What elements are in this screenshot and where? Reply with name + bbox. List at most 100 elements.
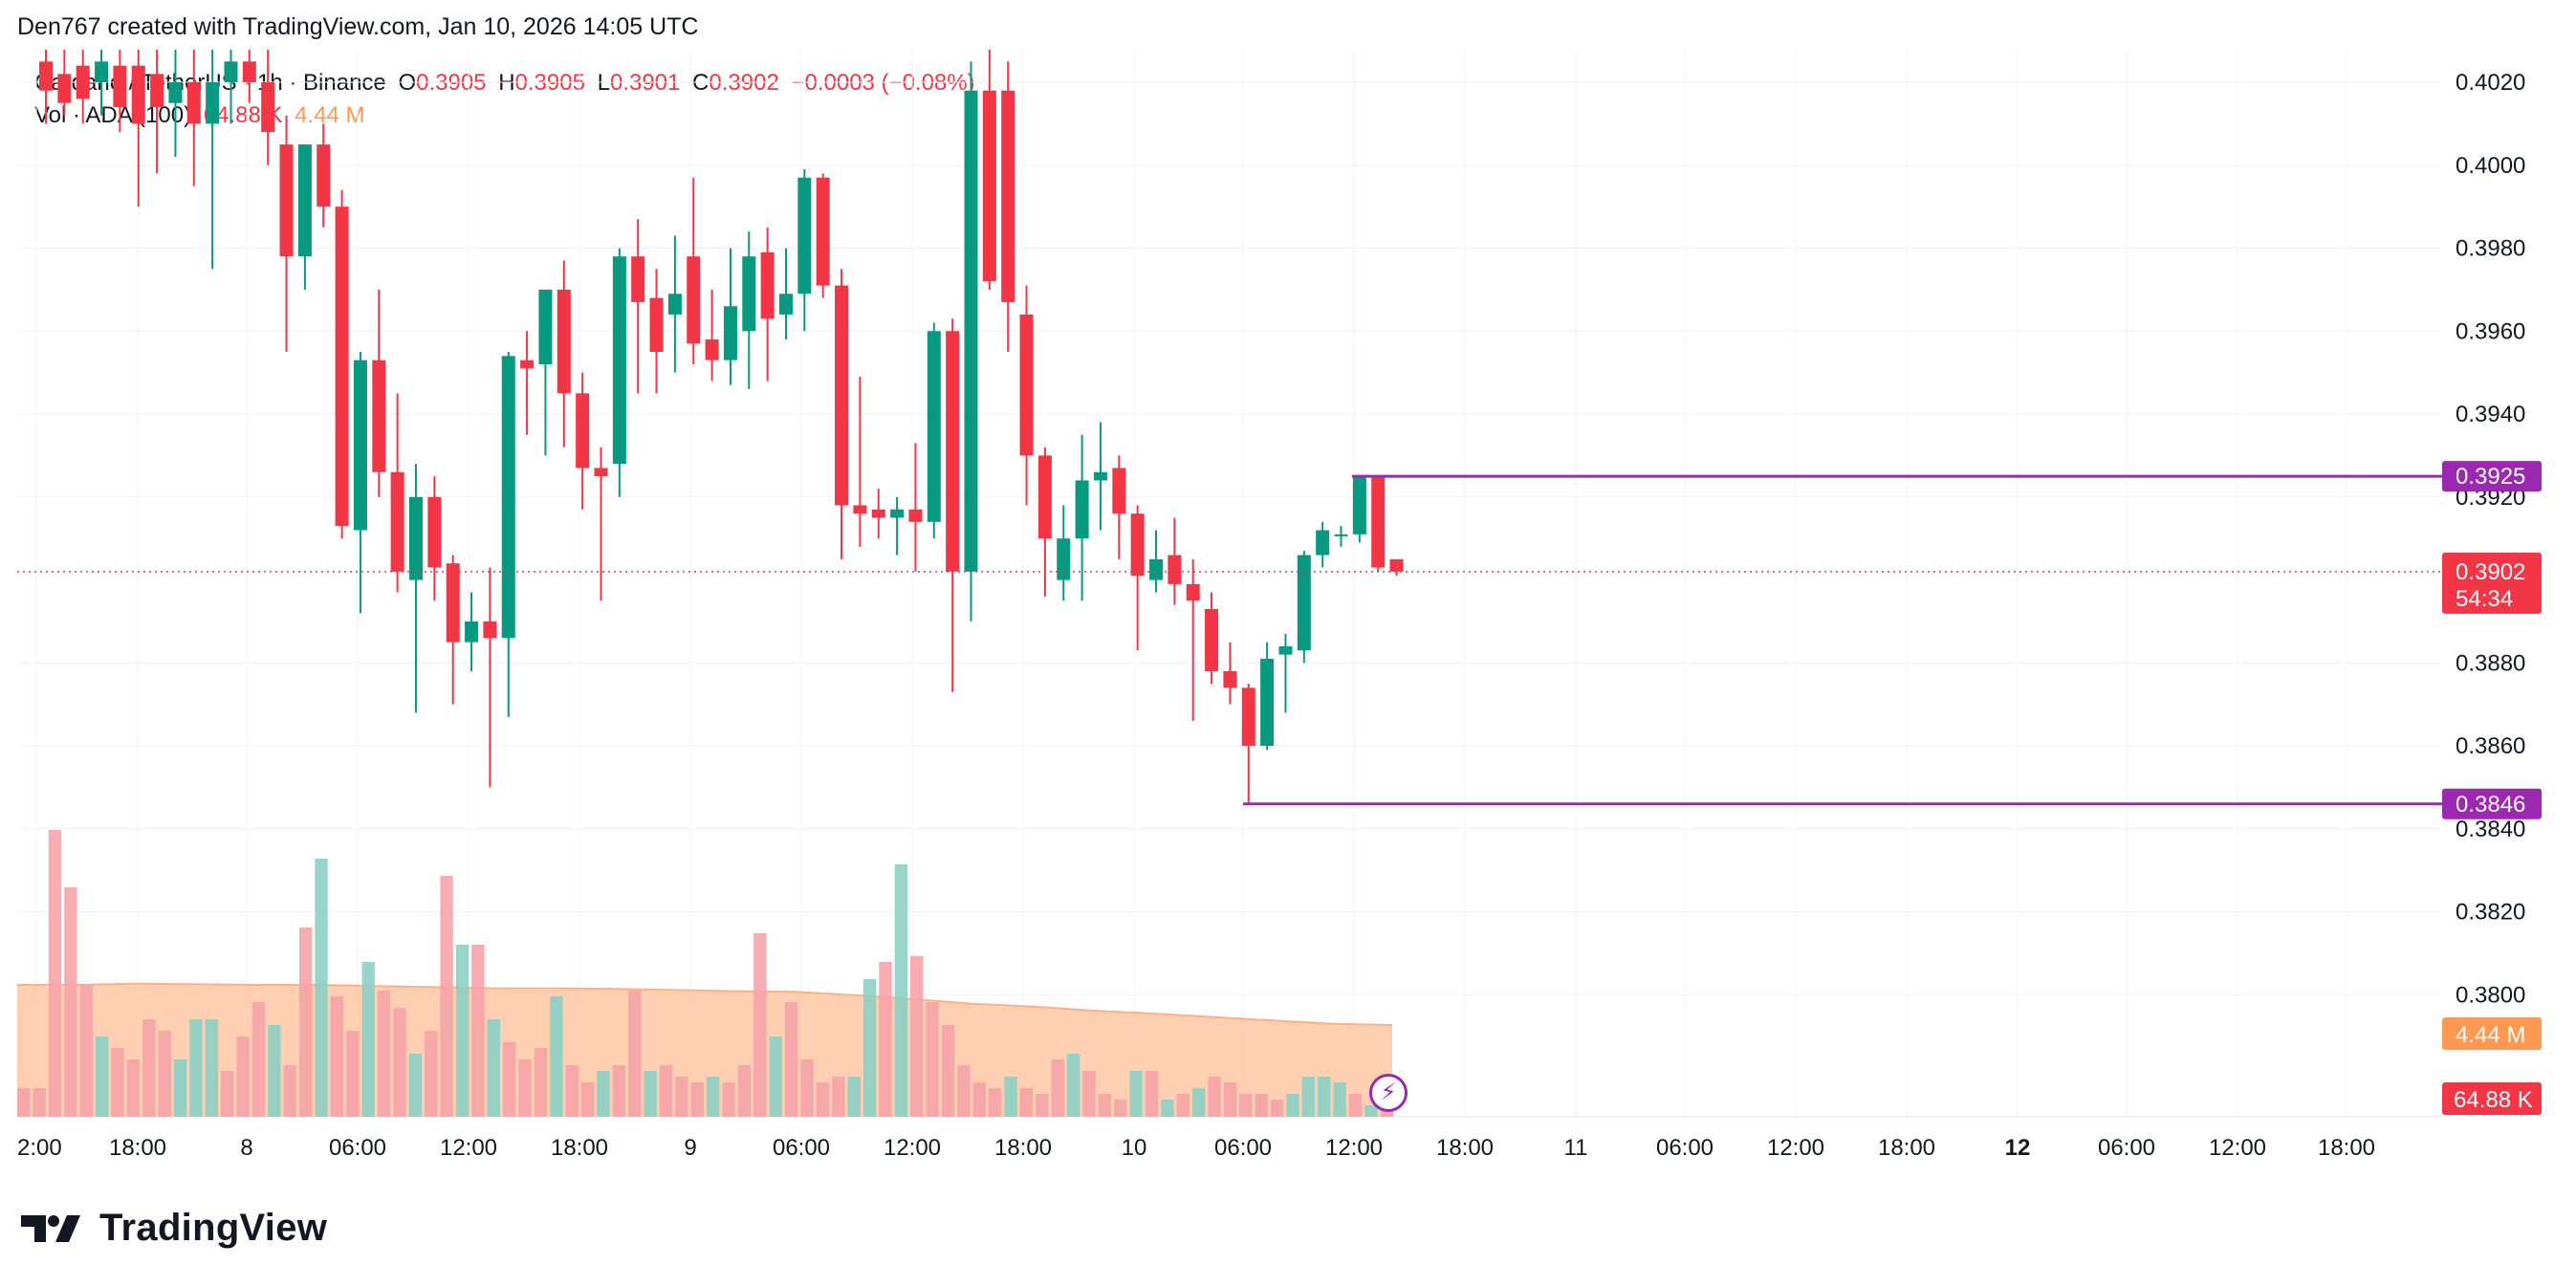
time-tick-label: 06:00 — [1214, 1135, 1272, 1161]
volume-bar — [298, 927, 313, 1117]
volume-ma-badge — [2442, 1017, 2542, 1050]
volume-bar — [565, 1065, 579, 1117]
legend-volume-ma-value: 4.44 M — [295, 102, 365, 128]
price-tick-label: 0.4000 — [2456, 153, 2525, 179]
candle-body — [797, 177, 812, 294]
volume-bar — [1082, 1071, 1096, 1117]
level-layer — [17, 474, 2444, 806]
candle-body — [95, 61, 109, 83]
time-tick-label: 06:00 — [329, 1135, 386, 1161]
tradingview-logo-text: TradingView — [99, 1207, 328, 1249]
volume-bar — [315, 859, 328, 1117]
volume-bar — [1129, 1071, 1143, 1117]
volume-bar — [236, 1036, 250, 1117]
volume-bar — [988, 1088, 1002, 1117]
last-price-label: 0.3902 — [2456, 559, 2525, 585]
time-tick-label: 2:00 — [17, 1135, 62, 1161]
volume-bar — [737, 1065, 752, 1117]
candle-body — [1260, 658, 1275, 747]
candle-body — [779, 294, 793, 315]
candle-body — [1037, 455, 1052, 539]
legend-volume-label[interactable]: Vol · ADA (100) — [34, 102, 192, 128]
volume-ma-line — [17, 982, 1393, 1026]
volume-bar — [471, 945, 485, 1117]
volume-bar — [1066, 1054, 1081, 1117]
candle-body — [1316, 530, 1330, 556]
volume-bar — [48, 830, 62, 1117]
volume-bar — [142, 1019, 156, 1117]
volume-bar — [173, 1059, 187, 1117]
lightning-icon[interactable]: ⚡ — [1369, 1074, 1408, 1112]
volume-bar — [1239, 1094, 1253, 1117]
volume-badge-label: 64.88 K — [2454, 1087, 2533, 1113]
volume-ma-badge-label: 4.44 M — [2456, 1022, 2525, 1048]
volume-bar — [1270, 1100, 1284, 1117]
time-tick-label: 12:00 — [440, 1135, 497, 1161]
volume-bar — [425, 1031, 438, 1117]
time-tick-label: 06:00 — [1656, 1135, 1714, 1161]
candle-body — [446, 563, 460, 643]
volume-bar — [189, 1019, 203, 1117]
candle-body — [242, 61, 256, 83]
volume-bar — [126, 1059, 141, 1117]
time-tick-label: 11 — [1564, 1135, 1588, 1161]
candle-body — [1297, 555, 1311, 651]
candle-body — [261, 82, 275, 133]
last-price-badge — [2442, 552, 2542, 614]
volume-bar — [251, 1002, 266, 1117]
volume-bar — [1255, 1094, 1268, 1117]
volume-bar — [753, 933, 767, 1117]
axis-layer: 0.40200.40000.39800.39600.39400.39200.38… — [17, 70, 2542, 1161]
price-tick-label: 0.3840 — [2456, 817, 2525, 842]
candle-layer — [39, 50, 1404, 804]
candle-body — [871, 509, 885, 518]
time-tick-label: 12 — [2005, 1135, 2031, 1161]
candle-body — [742, 256, 756, 332]
volume-bar — [111, 1048, 124, 1117]
volume-bar — [957, 1065, 971, 1117]
candle-body — [1057, 538, 1071, 580]
price-tick-label: 0.3980 — [2456, 236, 2525, 262]
volume-bar — [1348, 1094, 1363, 1117]
candle-body — [150, 74, 164, 108]
level-badge-label: 0.3925 — [2456, 464, 2525, 490]
volume-bar — [534, 1048, 548, 1117]
level-badge — [2442, 461, 2542, 492]
candle-body — [594, 468, 608, 477]
volume-bar — [1098, 1094, 1112, 1117]
volume-bar — [487, 1019, 500, 1117]
candle-body — [982, 90, 996, 282]
volume-bar — [862, 979, 877, 1117]
candle-body — [1112, 468, 1126, 514]
candle-body — [409, 496, 423, 580]
time-tick-label: 18:00 — [1878, 1135, 1935, 1161]
volume-bar — [1145, 1071, 1159, 1117]
candle-body — [1093, 471, 1107, 481]
volume-bar — [1223, 1082, 1237, 1117]
volume-bar — [628, 991, 642, 1117]
price-tick-label: 0.3820 — [2456, 900, 2525, 926]
volume-bar — [1004, 1077, 1017, 1117]
volume-bar — [1114, 1100, 1127, 1117]
candle-body — [890, 509, 905, 518]
volume-bar — [33, 1088, 46, 1117]
candle-body — [557, 289, 571, 394]
time-tick-label: 18:00 — [109, 1135, 166, 1161]
candle-body — [927, 331, 941, 522]
countdown-label: 54:34 — [2456, 586, 2513, 612]
chart-grid — [17, 50, 2440, 1118]
candle-body — [39, 61, 53, 91]
candle-body — [631, 256, 645, 302]
volume-bar — [879, 962, 892, 1117]
candle-body — [1223, 670, 1237, 688]
candle-body — [835, 285, 849, 506]
candle-body — [576, 393, 590, 469]
candle-body — [649, 297, 664, 352]
candle-body — [317, 144, 331, 207]
volume-bar — [95, 1036, 109, 1117]
time-tick-label: 12:00 — [2209, 1135, 2266, 1161]
volume-bar — [580, 1082, 595, 1117]
volume-bar — [1364, 1105, 1378, 1117]
candle-body — [1205, 608, 1219, 671]
